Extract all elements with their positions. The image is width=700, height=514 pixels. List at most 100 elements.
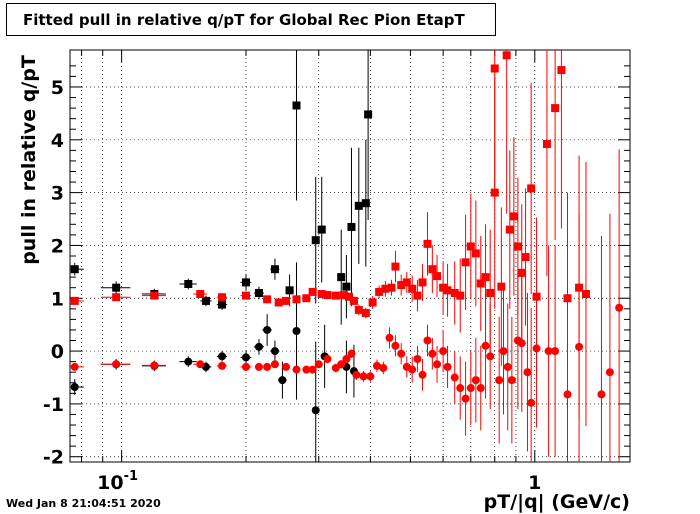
data-point-circle (544, 347, 553, 356)
data-point-circle (523, 368, 532, 377)
data-point-square (557, 66, 566, 75)
data-point-square (270, 265, 279, 274)
data-point-circle (532, 344, 541, 353)
y-tick-label: -1 (43, 394, 64, 416)
data-point-square (509, 212, 518, 221)
data-point-circle (476, 384, 485, 393)
y-axis-label: pull in relative q/pT (18, 55, 40, 265)
data-point-circle (218, 361, 227, 370)
data-point-circle (302, 365, 311, 374)
data-point-circle (70, 362, 79, 371)
data-point-square (339, 291, 348, 300)
data-point-square (428, 265, 437, 274)
data-point-circle (282, 362, 291, 371)
data-point-circle (196, 360, 205, 369)
data-point-square (466, 242, 475, 251)
data-point-square (413, 291, 422, 300)
data-point-circle (551, 347, 560, 356)
data-point-circle (337, 360, 346, 369)
data-point-circle (379, 363, 388, 372)
data-point-circle (471, 376, 480, 385)
data-point-square (282, 296, 291, 305)
data-point-circle (366, 372, 375, 381)
data-point-circle (428, 349, 437, 358)
data-point-circle (443, 362, 452, 371)
data-point-square (317, 225, 326, 234)
data-point-square (471, 249, 480, 258)
data-point-circle (481, 341, 490, 350)
x-axis-label: pT/|q| (GeV/c) (483, 491, 630, 513)
error-bar-layer (70, 50, 620, 462)
data-point-circle (456, 384, 465, 393)
data-point-square (274, 298, 283, 307)
data-point-square (342, 282, 351, 291)
data-point-circle (347, 349, 356, 358)
data-point-square (368, 298, 377, 307)
data-point-square (331, 291, 340, 300)
data-point-square (241, 278, 250, 287)
data-point-square (575, 283, 584, 292)
data-point-circle (112, 360, 121, 369)
data-point-circle (486, 352, 495, 361)
timestamp: Wed Jan 8 21:04:51 2020 (6, 497, 161, 510)
data-point-circle (342, 355, 351, 363)
data-point-circle (499, 347, 508, 356)
data-point-square (112, 293, 121, 302)
data-point-circle (263, 325, 272, 334)
data-point-square (292, 101, 301, 110)
y-tick-label: 5 (51, 77, 64, 99)
data-point-square (311, 236, 320, 245)
data-point-circle (254, 342, 263, 351)
data-point-square (241, 291, 250, 300)
data-point-square (354, 201, 363, 210)
y-tick-label: -2 (43, 447, 64, 469)
data-point-square (408, 284, 417, 293)
data-point-square (387, 283, 396, 292)
data-point-circle (70, 382, 79, 391)
data-point-circle (517, 339, 526, 348)
data-point-square (461, 258, 470, 267)
data-point-circle (495, 376, 504, 385)
data-point-square (397, 281, 406, 290)
data-point-square (423, 239, 432, 248)
data-point-circle (503, 362, 512, 371)
data-point-square (285, 286, 294, 295)
data-point-circle (413, 355, 422, 363)
x-tick-label: 10-1 (97, 469, 138, 494)
data-point-circle (507, 376, 516, 385)
y-tick-label: 4 (51, 130, 64, 152)
y-tick-label: 2 (51, 235, 64, 257)
data-point-circle (263, 362, 272, 371)
data-point-square (581, 290, 590, 299)
data-point-square (323, 291, 332, 300)
data-point-square (505, 225, 514, 234)
data-point-circle (450, 373, 459, 382)
data-point-square (542, 140, 551, 149)
data-point-circle (270, 347, 279, 356)
data-point-square (196, 290, 205, 299)
data-point-square (112, 283, 121, 292)
data-point-circle (150, 361, 159, 370)
data-point-square (532, 292, 541, 301)
data-point-square (502, 51, 511, 60)
data-point-square (70, 265, 79, 274)
data-point-square (150, 291, 159, 300)
data-point-square (490, 188, 499, 197)
data-point-square (527, 184, 536, 193)
marker-layer (70, 51, 624, 415)
y-tick-label: 3 (51, 183, 64, 205)
data-point-square (450, 288, 459, 297)
data-point-square (201, 296, 210, 305)
data-point-circle (292, 327, 301, 336)
data-point-circle (278, 376, 287, 385)
data-point-square (439, 283, 448, 292)
data-point-square (497, 282, 506, 291)
data-point-circle (466, 384, 475, 393)
data-point-circle (397, 349, 406, 358)
data-point-square (70, 296, 79, 305)
data-point-square (184, 279, 193, 288)
data-point-circle (218, 352, 227, 361)
data-point-square (433, 272, 442, 281)
